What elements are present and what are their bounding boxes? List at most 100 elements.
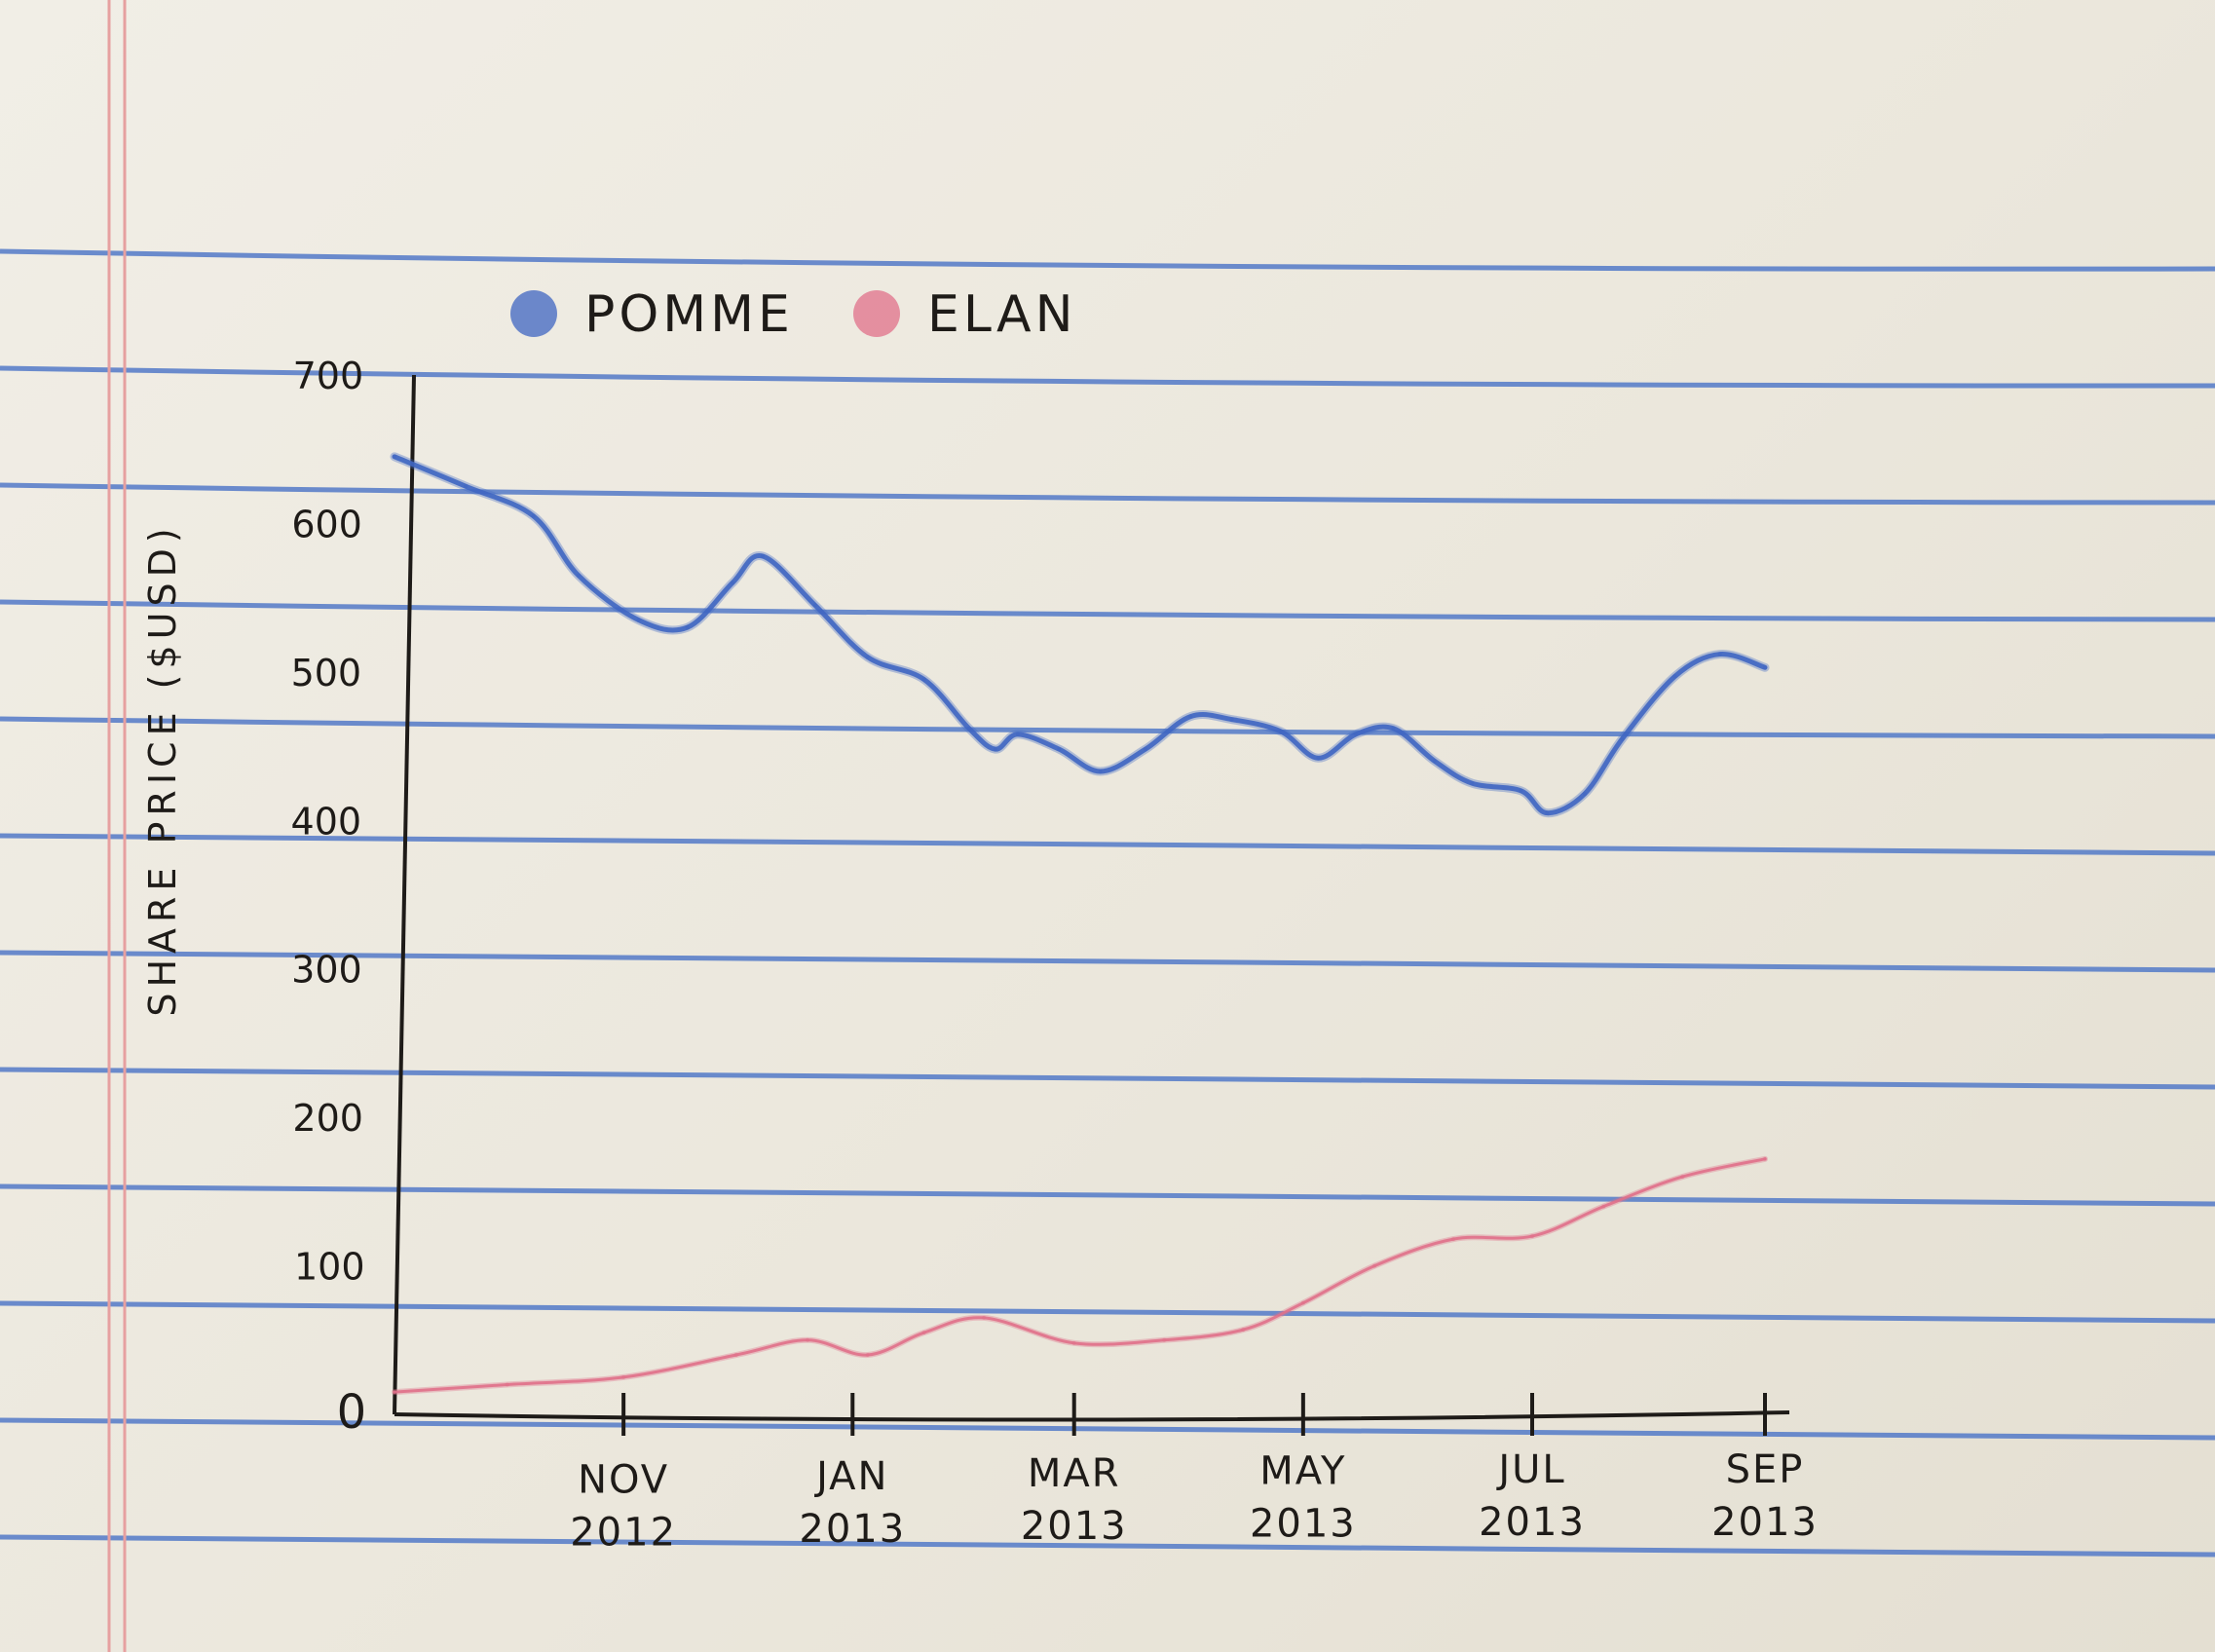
x-tick-year: 2013 — [1250, 1501, 1357, 1546]
data-point — [1143, 747, 1147, 752]
data-point — [1372, 1263, 1377, 1268]
legend: POMME ELAN — [510, 285, 1077, 344]
legend-swatch — [510, 290, 557, 337]
data-point — [621, 1374, 626, 1379]
data-point — [1717, 652, 1722, 657]
data-point — [464, 484, 469, 489]
legend-label: POMME — [584, 285, 794, 344]
data-point — [1763, 665, 1767, 670]
data-point — [531, 513, 536, 518]
x-tick-label: MAY 2013 — [1250, 1448, 1357, 1546]
data-point — [1071, 1340, 1076, 1345]
data-point — [1098, 769, 1103, 773]
data-point — [865, 1353, 870, 1358]
ruled-line — [0, 482, 2215, 506]
series-elan — [392, 1155, 1768, 1396]
legend-swatch — [853, 290, 900, 337]
series-layer — [390, 452, 1770, 1396]
x-tick-month: MAY — [1259, 1448, 1346, 1493]
ruled-line — [0, 1300, 2215, 1324]
data-point — [1188, 714, 1193, 719]
x-tick-label: SEP 2013 — [1711, 1447, 1819, 1545]
ruled-line — [0, 599, 2215, 622]
ruled-line — [0, 1067, 2215, 1090]
series-line — [393, 1157, 1767, 1394]
data-point — [733, 1353, 738, 1358]
ruled-line — [0, 1183, 2215, 1207]
legend-label: ELAN — [927, 285, 1077, 344]
x-tick-year: 2013 — [799, 1507, 906, 1552]
data-point — [1672, 674, 1677, 679]
data-point — [1353, 732, 1358, 736]
data-point — [393, 454, 396, 459]
y-tick-label: 500 — [291, 652, 362, 695]
x-tick-month: JUL — [1495, 1447, 1565, 1492]
ruled-line — [0, 716, 2215, 739]
data-point — [921, 677, 926, 682]
y-axis-label: SHARE PRICE ($USD) — [141, 522, 184, 1016]
data-point — [1162, 1337, 1167, 1342]
data-point — [1316, 756, 1321, 761]
x-tick-label: MAR 2013 — [1021, 1451, 1128, 1549]
data-point — [865, 655, 870, 659]
data-point — [1391, 726, 1396, 731]
axes: 0 100 200 300 400 500 600 700 NOV 2012 JAN 2013 MAR 2… — [141, 355, 1819, 1555]
plot-area: 0 100 200 300 400 500 600 700 NOV 2012 JAN 2013 MAR 2… — [141, 285, 1819, 1555]
data-point — [812, 603, 817, 608]
data-point — [806, 1337, 810, 1342]
y-tick-label: 300 — [291, 949, 362, 992]
data-point — [760, 553, 765, 558]
data-point — [1545, 810, 1550, 815]
data-point — [1432, 759, 1437, 764]
data-point — [1278, 729, 1283, 733]
ruled-line — [0, 248, 2215, 272]
data-point — [1763, 1156, 1767, 1161]
x-tick-year: 2013 — [1711, 1500, 1819, 1545]
ruled-line — [0, 1534, 2215, 1558]
data-point — [1470, 781, 1475, 786]
data-point — [1057, 747, 1062, 752]
data-point — [393, 1390, 396, 1395]
data-point — [1519, 788, 1523, 793]
data-point — [982, 1315, 987, 1320]
x-tick-year: 2013 — [1021, 1504, 1128, 1549]
y-tick-label: 700 — [293, 355, 364, 397]
y-tick-label: 0 — [337, 1385, 367, 1440]
y-tick-label: 100 — [294, 1246, 365, 1289]
data-point — [1015, 732, 1020, 736]
data-point — [1530, 1234, 1535, 1239]
data-point — [1680, 1175, 1685, 1180]
x-tick-month: SEP — [1726, 1447, 1805, 1492]
data-point — [636, 618, 641, 622]
y-tick-label: 400 — [291, 800, 362, 843]
x-tick-label: NOV 2012 — [570, 1457, 677, 1555]
x-tick-month: JAN — [813, 1454, 888, 1499]
series-line-shadow — [390, 452, 1770, 818]
data-point — [505, 1382, 509, 1387]
ruled-line — [0, 833, 2215, 856]
x-tick-label: JAN 2013 — [799, 1454, 906, 1552]
x-tick-label: JUL 2013 — [1479, 1447, 1586, 1545]
data-point — [1620, 736, 1625, 741]
data-point — [1582, 791, 1587, 796]
data-point — [730, 581, 734, 585]
x-tick-month: MAR — [1028, 1451, 1121, 1496]
x-tick-year: 2012 — [570, 1510, 677, 1555]
ruled-line — [0, 365, 2215, 389]
y-tick-label: 200 — [292, 1097, 363, 1140]
data-point — [576, 573, 581, 578]
data-point — [966, 726, 971, 731]
series-pomme — [390, 452, 1770, 818]
x-tick-month: NOV — [578, 1457, 669, 1502]
data-point — [1601, 1204, 1606, 1209]
ruled-line — [0, 1417, 2215, 1441]
data-point — [993, 747, 997, 752]
y-tick-label: 600 — [291, 503, 362, 545]
data-point — [921, 1331, 926, 1335]
data-point — [1451, 1237, 1456, 1242]
x-tick-year: 2013 — [1479, 1500, 1586, 1545]
data-point — [1300, 1300, 1305, 1305]
